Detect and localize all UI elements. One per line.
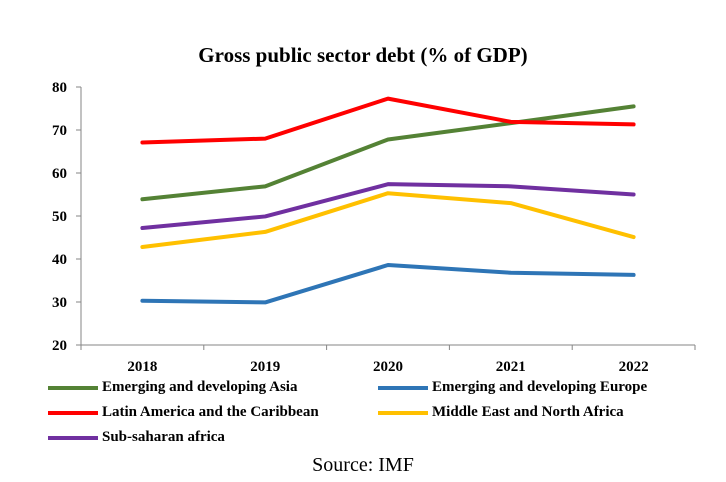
data-point [386,263,390,267]
data-point [263,300,267,304]
y-tick-label: 60 [52,166,67,182]
legend-swatch [378,385,428,390]
data-point [509,201,513,205]
y-tick-label: 30 [52,295,67,311]
x-tick-label: 2021 [496,359,526,375]
legend-label: Sub-saharan africa [102,429,225,445]
data-point [263,137,267,141]
data-point [509,120,513,124]
data-point [140,226,144,230]
data-point [140,245,144,249]
data-point [509,271,513,275]
y-tick-label: 20 [52,338,67,354]
y-tick-label: 50 [52,209,67,225]
y-tick-label: 40 [52,252,67,268]
legend-item-asia: Emerging and developing Asia [48,379,297,396]
y-tick-label: 70 [52,123,67,139]
data-point [386,97,390,101]
data-point [509,184,513,188]
x-tick-label: 2022 [619,359,649,375]
data-point [263,184,267,188]
legend-label: Latin America and the Caribbean [102,404,319,420]
data-point [632,273,636,277]
chart-title: Gross public sector debt (% of GDP) [198,43,528,67]
data-point [386,182,390,186]
series-line-1 [140,263,636,305]
data-point [632,193,636,196]
legend-swatch [48,435,98,440]
x-tick-label: 2018 [127,359,157,375]
data-point [632,104,636,108]
legend-label: Emerging and developing Europe [432,379,648,395]
data-point [632,235,636,239]
data-point [140,299,144,303]
legend-item-latam: Latin America and the Caribbean [48,404,319,421]
legend-label: Middle East and North Africa [432,404,624,420]
series-line-2 [140,96,636,145]
legend-swatch [378,410,428,415]
data-point [632,122,636,126]
x-tick-label: 2020 [373,359,403,375]
x-tick-label: 2019 [250,359,280,375]
legend-item-europe: Emerging and developing Europe [378,379,647,396]
data-point [140,140,144,144]
legend-swatch [48,410,98,415]
data-point [263,214,267,218]
source-note: Source: IMF [312,454,414,476]
legend-item-ssa: Sub-saharan africa [48,429,225,446]
y-tick-label: 80 [52,80,67,96]
data-point [140,197,144,201]
data-point [386,137,390,141]
legend-label: Emerging and developing Asia [102,379,298,395]
data-point [386,191,390,195]
data-point [263,230,267,234]
legend-item-mena: Middle East and North Africa [378,404,624,421]
legend-swatch [48,385,98,390]
